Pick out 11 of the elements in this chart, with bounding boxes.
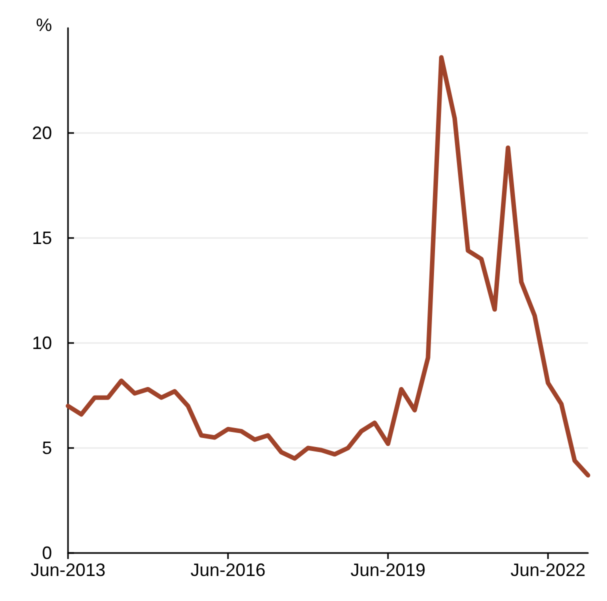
y-axis-title: % <box>36 15 52 35</box>
y-tick-label: 15 <box>32 228 52 248</box>
x-tick-label: Jun-2016 <box>190 560 266 580</box>
y-tick-label: 10 <box>32 333 52 353</box>
x-tick-label: Jun-2022 <box>510 560 586 580</box>
x-tick-label: Jun-2013 <box>30 560 106 580</box>
y-tick-label: 20 <box>32 123 52 143</box>
y-tick-label: 0 <box>42 543 52 563</box>
x-tick-label: Jun-2019 <box>350 560 426 580</box>
line-series <box>66 55 590 478</box>
y-tick-label: 5 <box>42 438 52 458</box>
